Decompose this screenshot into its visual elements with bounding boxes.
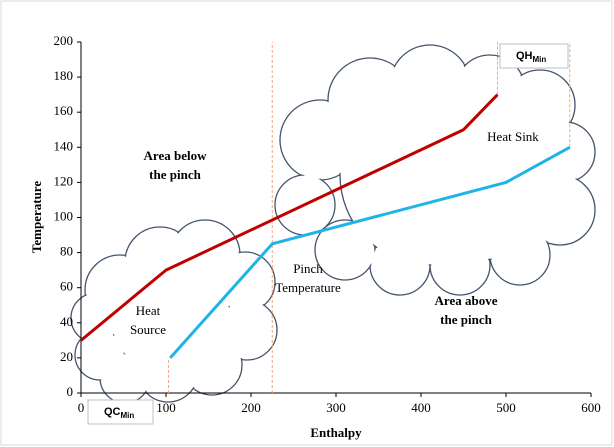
y-tick-label: 60 bbox=[60, 279, 73, 294]
x-tick-label: 500 bbox=[496, 400, 516, 415]
series-line bbox=[80, 93, 499, 342]
cloud-fill bbox=[111, 256, 229, 374]
qc-label: QCMin bbox=[104, 406, 134, 420]
annotation: Heat bbox=[136, 303, 161, 318]
y-axis-label: Temperature bbox=[29, 181, 44, 253]
x-tick-label: 200 bbox=[241, 400, 261, 415]
cloud-fill bbox=[218, 301, 276, 359]
cloud-fill bbox=[316, 221, 374, 279]
cloud-fill bbox=[72, 294, 120, 342]
y-tick-label: 0 bbox=[67, 384, 74, 399]
annotation: Pinch bbox=[293, 261, 323, 276]
y-tick-label: 40 bbox=[60, 314, 73, 329]
annotation: the pinch bbox=[149, 167, 201, 182]
qc-box bbox=[87, 399, 154, 425]
qc-sub: Min bbox=[121, 411, 135, 420]
qc-main: QC bbox=[104, 406, 121, 418]
annotation: Source bbox=[130, 322, 166, 337]
y-tick-label: 20 bbox=[60, 349, 73, 364]
x-tick-label: 0 bbox=[78, 400, 85, 415]
cloud-fill bbox=[76, 331, 124, 379]
qh-label: QHMin bbox=[516, 50, 546, 64]
qh-box bbox=[499, 43, 569, 69]
y-tick-label: 180 bbox=[54, 68, 74, 83]
annotation: Area above bbox=[435, 293, 498, 308]
x-tick-label: 300 bbox=[326, 400, 346, 415]
y-tick-label: 140 bbox=[54, 138, 74, 153]
cloud-fill bbox=[391, 81, 569, 259]
y-tick-label: 100 bbox=[54, 208, 74, 223]
x-axis-label: Enthalpy bbox=[310, 425, 362, 440]
y-tick-label: 200 bbox=[54, 33, 74, 48]
annotation: Temperature bbox=[275, 280, 341, 295]
clouds bbox=[70, 44, 596, 404]
x-tick-label: 400 bbox=[411, 400, 431, 415]
annotation: the pinch bbox=[440, 312, 492, 327]
cloud-fill bbox=[216, 253, 274, 311]
annotation: Area below bbox=[144, 148, 208, 163]
x-tick-label: 600 bbox=[581, 400, 601, 415]
y-tick-label: 80 bbox=[60, 244, 73, 259]
x-tick-label: 100 bbox=[156, 400, 176, 415]
y-tick-label: 120 bbox=[54, 173, 74, 188]
qh-main: QH bbox=[516, 50, 533, 62]
y-tick-label: 160 bbox=[54, 103, 74, 118]
series-line bbox=[169, 145, 571, 359]
qh-sub: Min bbox=[533, 55, 547, 64]
annotation: Heat Sink bbox=[487, 129, 539, 144]
